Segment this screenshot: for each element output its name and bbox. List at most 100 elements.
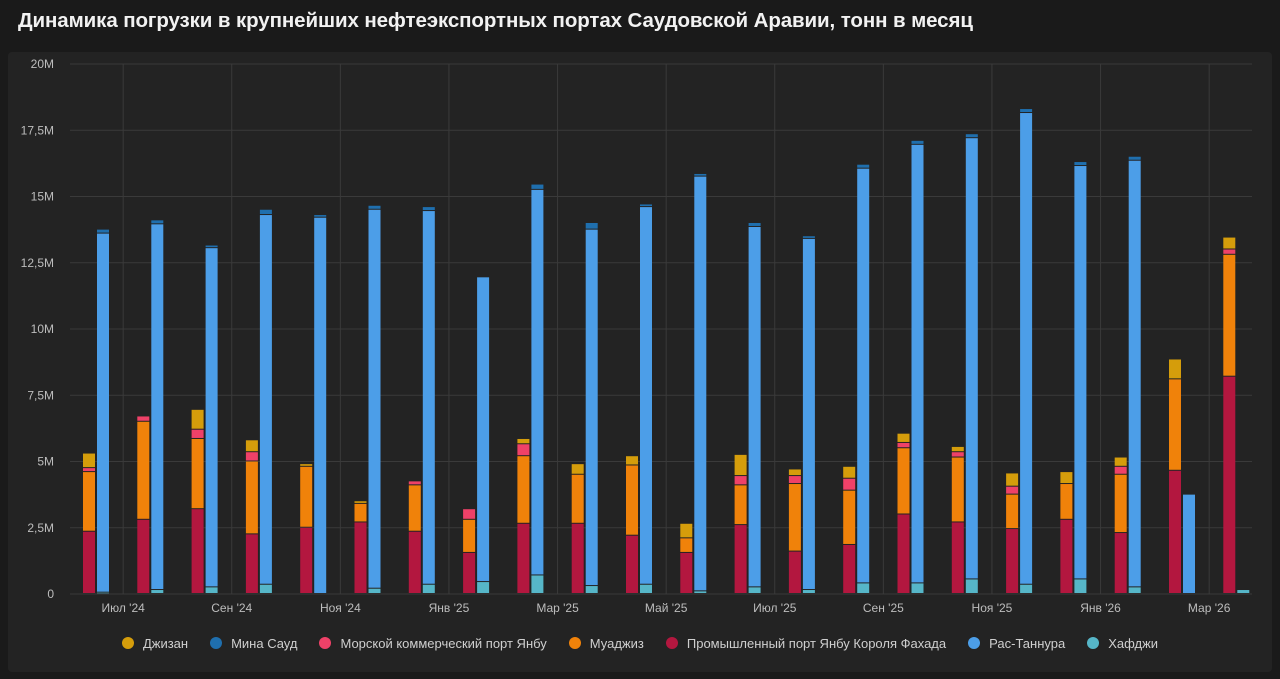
bar-segment — [137, 519, 150, 593]
bar-segment — [354, 503, 367, 522]
bar-segment — [300, 527, 313, 593]
bar-segment — [463, 509, 476, 519]
bar-segment — [314, 217, 327, 593]
bar-segment — [571, 474, 584, 523]
legend-label: Хафджи — [1108, 635, 1159, 651]
legend-item[interactable]: Мина Сауд — [210, 636, 297, 651]
bar-segment — [422, 207, 435, 211]
bar-segment — [802, 236, 815, 238]
bar-segment — [571, 464, 584, 474]
bar-segment — [191, 409, 204, 429]
bar-segment — [1128, 160, 1141, 587]
bar-segment — [1128, 587, 1141, 593]
legend-label: Промышленный порт Янбу Короля Фахада — [686, 635, 947, 651]
legend-label: Муаджиз — [589, 635, 644, 651]
bar-segment — [626, 465, 638, 535]
legend-swatch — [568, 637, 581, 649]
bar-segment — [897, 514, 910, 593]
bar-segment — [191, 429, 204, 438]
bar-segment — [422, 584, 435, 593]
bar-segment — [897, 448, 910, 514]
bar-segment — [191, 509, 204, 593]
bar-segment — [897, 433, 910, 442]
x-tick-label: Сен '25 — [863, 601, 904, 615]
bar-segment — [911, 583, 924, 593]
bar-segment — [680, 552, 693, 593]
bar-segment — [517, 438, 530, 444]
bar-segment — [1169, 379, 1181, 470]
legend-item[interactable]: Рас-Таннура — [968, 636, 1065, 651]
bar-segment — [463, 552, 476, 593]
bar-segment — [1183, 494, 1195, 593]
bar-segment — [245, 440, 258, 452]
bar-segment — [191, 438, 204, 509]
legend-item[interactable]: Хафджи — [1087, 636, 1158, 651]
bar-segment — [1114, 474, 1127, 533]
bar-segment — [205, 248, 218, 587]
x-tick-label: Ноя '25 — [972, 601, 1013, 615]
bar-segment — [843, 478, 856, 490]
x-tick-label: Сен '24 — [211, 601, 252, 615]
bar-segment — [626, 456, 638, 465]
bar-segment — [734, 476, 747, 485]
bar-segment — [151, 590, 164, 593]
bar-segment — [680, 538, 693, 552]
bar-segment — [314, 215, 327, 217]
bar-segment — [531, 189, 544, 575]
legend-label: Мина Сауд — [231, 635, 298, 651]
bar-segment — [911, 140, 924, 144]
y-tick-label: 5M — [37, 455, 54, 469]
bar-segment — [748, 587, 761, 593]
y-tick-label: 7,5M — [27, 388, 54, 402]
legend-item[interactable]: Морской коммерческий порт Янбу — [319, 636, 547, 651]
bar-segment — [1006, 529, 1019, 593]
bar-segment — [1223, 254, 1236, 376]
bar-segment — [517, 444, 530, 456]
legend-item[interactable]: Джизан — [121, 635, 189, 651]
legend-swatch — [968, 637, 981, 649]
bar-segment — [1020, 584, 1033, 593]
bar-segment — [748, 223, 761, 226]
bar-segment — [97, 233, 109, 592]
bar-segment — [965, 138, 978, 579]
bar-segment — [1074, 166, 1087, 579]
bar-segment — [354, 501, 367, 503]
bar-segment — [802, 590, 815, 593]
x-tick-label: Мар '26 — [1188, 601, 1231, 615]
bar-segment — [422, 211, 435, 584]
bar-segment — [83, 468, 95, 472]
bar-segment — [951, 446, 964, 452]
y-tick-label: 0 — [47, 587, 54, 601]
bar-segment — [517, 523, 530, 593]
legend-label: Джизан — [142, 635, 189, 651]
bar-segment — [788, 476, 801, 484]
bar-segment — [640, 207, 652, 584]
bar-segment — [205, 245, 218, 248]
bar-segment — [857, 583, 870, 593]
bar-segment — [97, 229, 109, 233]
bar-segment — [137, 421, 150, 519]
bar-segment — [1020, 109, 1033, 113]
bar-segment — [259, 209, 272, 215]
bar-segment — [734, 485, 747, 525]
bar-segment — [1237, 590, 1250, 593]
legend-item[interactable]: Промышленный порт Янбу Короля Фахада — [665, 635, 947, 651]
bar-segment — [1169, 470, 1181, 593]
bar-segment — [1060, 472, 1073, 484]
bar-segment — [843, 544, 856, 593]
bar-segment — [897, 442, 910, 448]
bar-segment — [734, 525, 747, 593]
legend-swatch — [1087, 637, 1100, 649]
x-tick-label: Ноя '24 — [320, 601, 361, 615]
bar-segment — [694, 591, 707, 593]
y-tick-label: 15M — [31, 190, 54, 204]
x-tick-label: Мар '25 — [536, 601, 579, 615]
bar-segment — [788, 469, 801, 476]
x-tick-label: Июл '24 — [101, 601, 145, 615]
legend-item[interactable]: Муаджиз — [568, 635, 644, 651]
bar-segment — [1114, 533, 1127, 593]
bar-segment — [477, 582, 490, 593]
bar-segment — [300, 464, 313, 466]
bar-segment — [1114, 457, 1127, 466]
bar-segment — [354, 522, 367, 593]
